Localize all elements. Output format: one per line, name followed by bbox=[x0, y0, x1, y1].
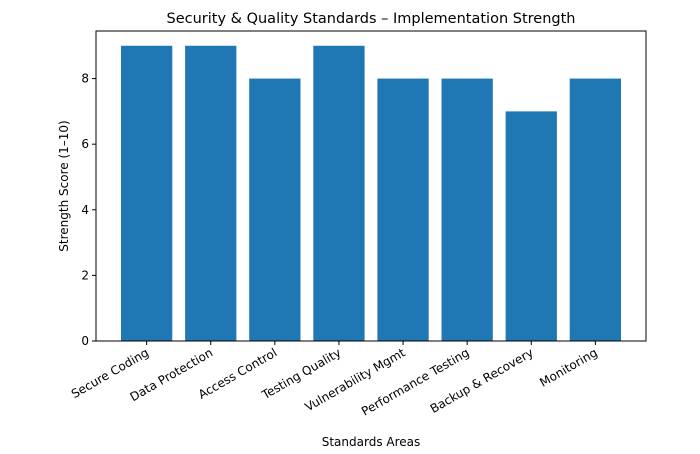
x-tick-label: Performance Testing bbox=[359, 345, 472, 418]
bar bbox=[121, 45, 173, 342]
bar bbox=[185, 45, 237, 342]
chart-title: Security & Quality Standards – Implement… bbox=[167, 11, 576, 27]
y-tick-label: 2 bbox=[81, 268, 89, 282]
x-tick-label: Monitoring bbox=[537, 345, 600, 389]
x-tick-label: Backup & Recovery bbox=[428, 345, 536, 415]
x-axis-label: Standards Areas bbox=[322, 435, 421, 449]
y-tick-label: 0 bbox=[81, 334, 89, 348]
bar bbox=[249, 78, 301, 342]
y-tick-label: 4 bbox=[81, 203, 89, 217]
bar bbox=[441, 78, 493, 342]
bar bbox=[313, 45, 365, 342]
y-tick-label: 8 bbox=[81, 72, 89, 86]
plot-frame bbox=[95, 30, 647, 342]
bar bbox=[377, 78, 429, 342]
bar bbox=[569, 78, 621, 342]
y-axis-label: Strength Score (1–10) bbox=[57, 120, 71, 251]
y-tick-label: 6 bbox=[81, 137, 89, 151]
bar bbox=[505, 111, 557, 342]
